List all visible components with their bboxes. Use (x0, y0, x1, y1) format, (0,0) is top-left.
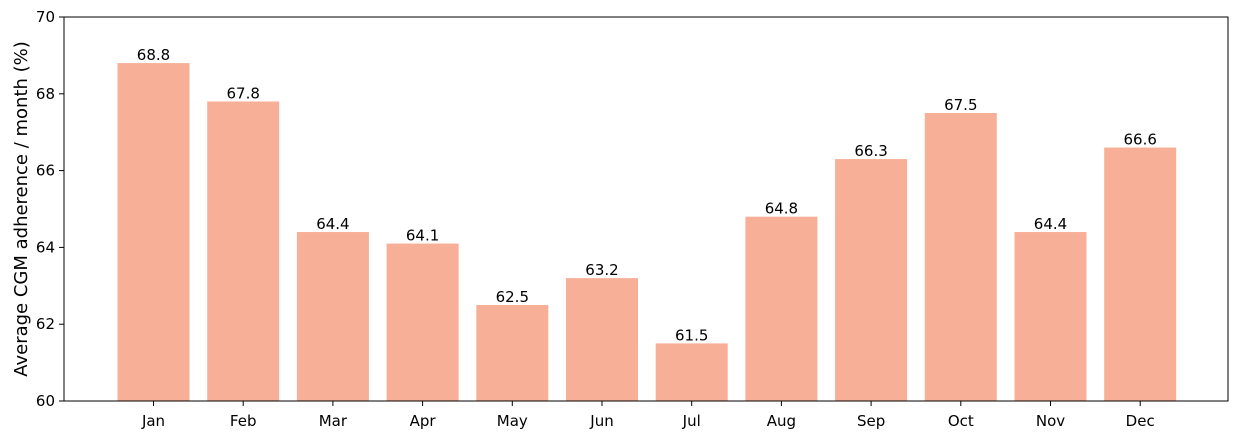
value-label-jul: 61.5 (675, 326, 708, 344)
bar-jan (117, 63, 190, 401)
y-tick-label-66: 66 (36, 162, 55, 180)
value-label-may: 62.5 (496, 288, 529, 306)
bar-mar (296, 232, 369, 401)
value-label-mar: 64.4 (316, 215, 349, 233)
x-tick-label-oct: Oct (948, 412, 974, 430)
bar-may (476, 305, 549, 401)
x-tick-label-jun: Jun (589, 412, 613, 430)
bar-nov (1014, 232, 1087, 401)
x-tick-label-jul: Jul (682, 412, 701, 430)
value-label-jun: 63.2 (585, 261, 618, 279)
bar-aug (745, 216, 818, 401)
value-labels-group: 68.8 67.8 64.4 64.1 62.5 63.2 61.5 64.8 66.3 67.5… (137, 46, 1157, 344)
bar-dec (1104, 147, 1177, 401)
y-axis: 60 62 64 66 68 70 (36, 8, 64, 410)
bar-apr (386, 243, 459, 401)
x-tick-label-nov: Nov (1036, 412, 1065, 430)
x-tick-label-feb: Feb (230, 412, 257, 430)
x-tick-label-mar: Mar (319, 412, 348, 430)
x-tick-label-jan: Jan (141, 412, 165, 430)
x-tick-label-aug: Aug (767, 412, 796, 430)
x-tick-label-dec: Dec (1126, 412, 1155, 430)
x-axis: Jan Feb Mar Apr May Jun Jul Aug Sep Oct Nov Dec (141, 401, 1155, 430)
y-tick-label-70: 70 (36, 8, 55, 26)
value-label-jan: 68.8 (137, 46, 170, 64)
value-label-apr: 64.1 (406, 227, 439, 245)
y-tick-label-62: 62 (36, 315, 55, 333)
value-label-aug: 64.8 (765, 200, 798, 218)
bar-feb (207, 101, 280, 401)
bar-jul (655, 343, 728, 401)
x-tick-label-may: May (497, 412, 528, 430)
y-tick-label-60: 60 (36, 392, 55, 410)
value-label-oct: 67.5 (944, 96, 977, 114)
y-tick-label-68: 68 (36, 85, 55, 103)
plot-frame (63, 16, 1229, 402)
value-label-sep: 66.3 (854, 142, 887, 160)
x-tick-label-apr: Apr (410, 412, 437, 430)
value-label-feb: 67.8 (226, 84, 259, 102)
x-tick-label-sep: Sep (857, 412, 885, 430)
bar-oct (924, 113, 997, 401)
bar-jun (566, 278, 638, 401)
value-label-dec: 66.6 (1123, 131, 1156, 149)
bars-group (117, 63, 1177, 401)
y-axis-title: Average CGM adherence / month (%) (11, 41, 32, 377)
value-label-nov: 64.4 (1034, 215, 1067, 233)
bar-sep (835, 159, 908, 401)
y-tick-label-64: 64 (36, 238, 55, 256)
